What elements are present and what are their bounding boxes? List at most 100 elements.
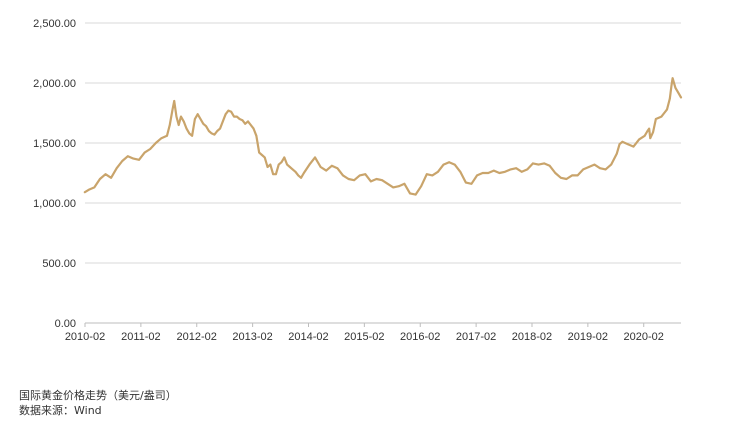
data-point [247, 120, 249, 123]
data-point [492, 169, 495, 172]
data-point [431, 174, 434, 177]
y-tick-label: 500.00 [42, 258, 76, 270]
data-point [587, 166, 590, 168]
data-point [680, 96, 682, 99]
data-point [263, 156, 266, 159]
data-point [330, 164, 333, 167]
data-point [291, 168, 294, 171]
data-point [302, 172, 305, 174]
data-point [660, 115, 663, 118]
data-point [115, 167, 118, 170]
data-point [83, 191, 86, 194]
y-tick-label: 1,000.00 [33, 198, 76, 210]
data-point [526, 168, 529, 171]
data-point [149, 148, 152, 150]
data-point [649, 137, 652, 140]
data-point [255, 134, 258, 137]
data-point [275, 173, 277, 176]
x-tick-label: 2018-02 [512, 331, 552, 343]
data-point [202, 122, 205, 125]
data-point [99, 178, 101, 180]
data-point [559, 176, 562, 179]
data-point [646, 130, 649, 132]
data-point [297, 174, 300, 177]
data-point [627, 143, 629, 146]
data-point [258, 151, 261, 154]
data-point [425, 173, 428, 176]
data-point [666, 108, 668, 111]
data-point [182, 120, 185, 123]
data-point [283, 156, 286, 159]
data-point [409, 192, 411, 195]
data-point [470, 182, 473, 185]
data-point [194, 118, 196, 120]
data-point [121, 160, 124, 162]
data-point [543, 162, 546, 165]
data-point [437, 170, 439, 173]
y-tick-label: 0.00 [55, 318, 76, 330]
data-point [670, 84, 673, 87]
data-point [288, 166, 291, 168]
data-point [175, 115, 178, 118]
data-point [593, 163, 596, 166]
data-point [277, 163, 280, 166]
data-point [448, 161, 451, 164]
data-point [126, 155, 129, 158]
data-point [213, 133, 216, 136]
data-point [233, 115, 235, 118]
data-point [582, 168, 585, 171]
data-point [643, 134, 646, 137]
data-point [173, 100, 176, 102]
chart-title: 国际黄金价格走势（美元/盎司） [19, 389, 177, 402]
data-point [621, 140, 624, 143]
data-point [604, 168, 607, 171]
data-point [171, 108, 174, 111]
data-point [599, 167, 601, 170]
data-point [177, 124, 180, 126]
data-point [252, 127, 255, 130]
data-point [160, 137, 163, 140]
data-point [269, 163, 272, 166]
data-point [375, 178, 378, 180]
data-point [654, 118, 657, 120]
y-tick-label: 1,500.00 [33, 138, 76, 150]
x-tick-label: 2014-02 [288, 331, 328, 343]
data-point [509, 168, 512, 171]
x-tick-label: 2016-02 [400, 331, 440, 343]
data-point [249, 124, 252, 126]
data-point [652, 131, 654, 134]
data-point [300, 176, 302, 179]
y-axis-tick-labels: 0.00 500.00 1,000.00 1,500.00 2,000.00 2,500.… [33, 18, 76, 330]
x-tick-label: 2015-02 [344, 331, 384, 343]
grid [85, 22, 681, 264]
data-point [677, 91, 680, 94]
series-layer [83, 77, 683, 196]
data-point [403, 182, 406, 185]
data-point [442, 163, 445, 166]
data-point [648, 127, 651, 130]
data-point [196, 113, 199, 116]
data-point [191, 134, 194, 137]
data-point [342, 174, 344, 177]
data-point [487, 172, 490, 174]
data-point [481, 172, 484, 174]
x-tick-label: 2010-02 [65, 331, 105, 343]
data-point [498, 172, 501, 174]
data-point [308, 163, 311, 166]
data-point [618, 143, 621, 146]
data-point [674, 86, 677, 89]
data-point [420, 185, 423, 188]
data-point [520, 170, 523, 173]
data-point [370, 180, 372, 183]
data-point [207, 130, 210, 132]
x-tick-label: 2019-02 [568, 331, 608, 343]
y-tick-label: 2,500.00 [33, 18, 76, 30]
data-point [325, 169, 328, 172]
data-point [235, 115, 238, 118]
data-point [459, 170, 462, 173]
data-point [364, 173, 367, 176]
data-point [576, 174, 579, 177]
data-point [358, 174, 361, 177]
data-point [93, 186, 96, 189]
